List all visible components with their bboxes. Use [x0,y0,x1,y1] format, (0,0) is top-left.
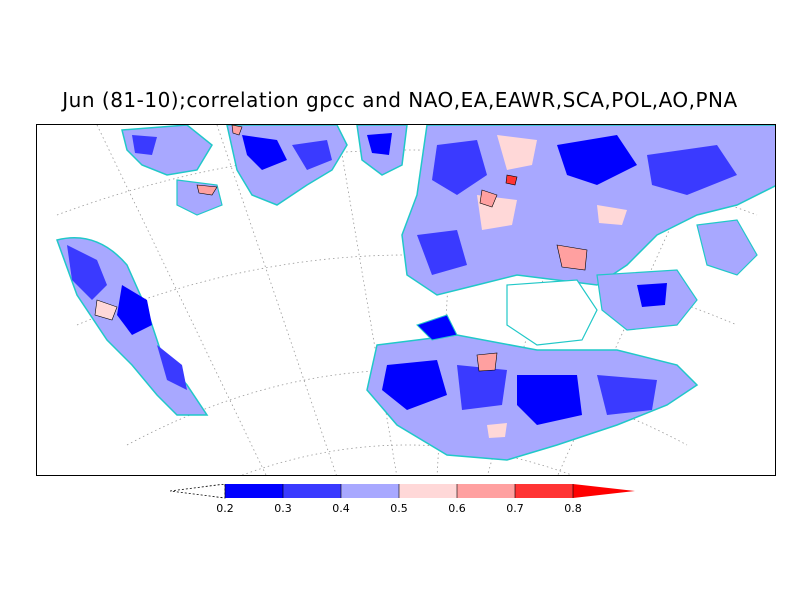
map-title: Jun (81-10);correlation gpcc and NAO,EA,… [62,88,738,112]
americas-region [56,237,209,416]
colorbar-segment [283,484,341,498]
arctic-islands [121,125,408,216]
colorbar-tick-label: 0.2 [216,502,234,515]
colorbar-high-arrow [573,484,635,498]
colorbar-segment [457,484,515,498]
colorbar-tick-label: 0.3 [274,502,292,515]
middle-east-region [506,269,698,346]
colorbar-segment [399,484,457,498]
colorbar [170,484,635,499]
colorbar-tick-label: 0.6 [448,502,466,515]
africa-region [366,314,699,461]
colorbar-tick-label: 0.8 [564,502,582,515]
correlation-map [56,125,775,475]
colorbar-tick-label: 0.4 [332,502,350,515]
colorbar-segment [515,484,573,498]
colorbar-tick-label: 0.7 [506,502,524,515]
colorbar-segment [341,484,399,498]
colorbar-tick-label: 0.5 [390,502,408,515]
colorbar-low-arrow [170,484,226,499]
map-panel [36,124,776,476]
eurasia-region [401,125,775,296]
colorbar-segment [225,484,283,498]
